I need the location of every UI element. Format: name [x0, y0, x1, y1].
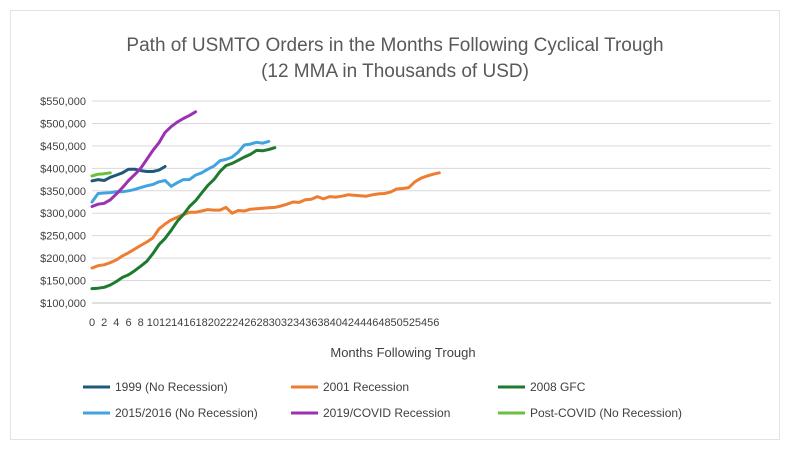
y-tick-label: $250,000 [40, 231, 86, 243]
legend-label: 2001 Recession [323, 380, 409, 394]
x-tick-label: 56 [427, 317, 439, 329]
x-tick-label: 40 [330, 317, 342, 329]
y-tick-label: $300,000 [40, 208, 86, 220]
y-tick-label: $100,000 [40, 298, 86, 310]
y-tick-label: $150,000 [40, 276, 86, 288]
x-tick-label: 42 [342, 317, 354, 329]
x-tick-label: 50 [391, 317, 403, 329]
chart-area: Path of USMTO Orders in the Months Follo… [10, 10, 780, 440]
x-tick-label: 4 [113, 317, 119, 329]
series-line-3 [90, 146, 277, 291]
x-tick-label: 18 [196, 317, 208, 329]
x-tick-label: 12 [159, 317, 171, 329]
y-tick-label: $350,000 [40, 186, 86, 198]
x-tick-label: 10 [147, 317, 159, 329]
x-tick-label: 2 [101, 317, 107, 329]
gridlines [92, 100, 771, 304]
chart-title: Path of USMTO Orders in the Months Follo… [126, 35, 664, 56]
axes: $100,000 $150,000 $200,000 $250,000 $300,000… [40, 96, 439, 329]
x-tick-label: 14 [171, 317, 183, 329]
x-tick-label: 36 [305, 317, 317, 329]
x-tick-label: 44 [354, 317, 366, 329]
x-tick-label: 52 [403, 317, 415, 329]
chart-subtitle: (12 MMA in Thousands of USD) [261, 61, 529, 82]
legend-label: 2015/2016 (No Recession) [115, 406, 258, 420]
x-tick-label: 22 [220, 317, 232, 329]
legend-label: Post-COVID (No Recession) [530, 406, 682, 420]
x-tick-label: 54 [415, 317, 427, 329]
y-tick-label: $400,000 [40, 163, 86, 175]
series-line-5 [90, 110, 198, 208]
x-tick-label: 48 [378, 317, 390, 329]
x-tick-label: 20 [208, 317, 220, 329]
x-tick-label: 30 [269, 317, 281, 329]
x-tick-label: 28 [256, 317, 268, 329]
series-line-4 [90, 139, 271, 204]
series-line-6 [90, 171, 112, 178]
series-lines [90, 110, 441, 291]
line-chart: $100,000 $150,000 $200,000 $250,000 $300,000… [40, 96, 771, 420]
y-tick-label: $200,000 [40, 253, 86, 265]
series-line-1 [90, 165, 167, 183]
y-tick-label: $550,000 [40, 96, 86, 108]
x-tick-label: 16 [183, 317, 195, 329]
x-tick-label: 24 [232, 317, 244, 329]
legend-label: 2008 GFC [530, 380, 586, 394]
legend: 1999 (No Recession) 2001 Recession 2008 GF… [83, 380, 682, 420]
legend-label: 2019/COVID Recession [323, 406, 450, 420]
series-line-2 [90, 171, 441, 270]
y-tick-label: $500,000 [40, 118, 86, 130]
y-tick-label: $450,000 [40, 141, 86, 153]
x-tick-label: 38 [317, 317, 329, 329]
x-tick-label: 8 [138, 317, 144, 329]
x-axis-label: Months Following Trough [330, 345, 475, 360]
x-tick-label: 0 [89, 317, 95, 329]
x-tick-label: 34 [293, 317, 305, 329]
x-tick-label: 26 [244, 317, 256, 329]
x-tick-label: 6 [125, 317, 131, 329]
x-tick-label: 46 [366, 317, 378, 329]
legend-label: 1999 (No Recession) [115, 380, 228, 394]
x-tick-label: 32 [281, 317, 293, 329]
